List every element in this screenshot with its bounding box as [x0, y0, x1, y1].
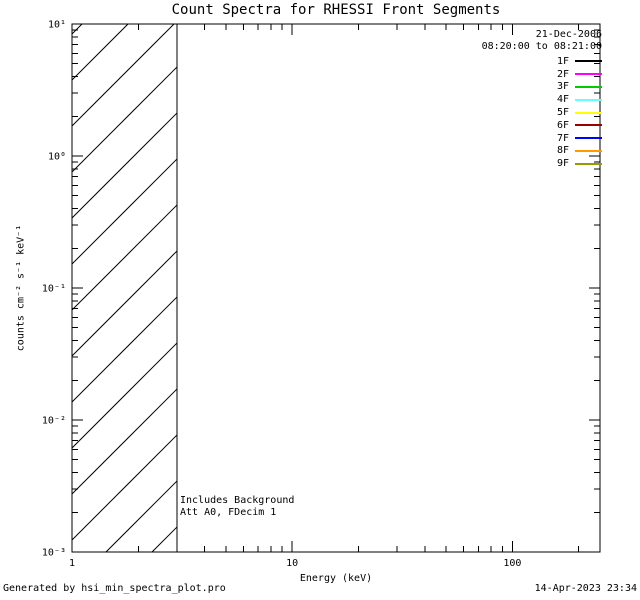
legend-entry-5f: 5F	[482, 106, 602, 119]
x-tick-label: 100	[503, 558, 521, 569]
hatch-line	[151, 526, 178, 553]
annotation-attenuator-state: Att A0, FDecim 1	[180, 507, 277, 518]
legend-series-label: 2F	[556, 68, 569, 80]
y-tick-label: 10⁻³	[42, 548, 66, 559]
legend-entry-4f: 4F	[482, 93, 602, 106]
hatch-line	[71, 204, 178, 311]
legend-series-label: 7F	[556, 132, 569, 144]
hatch-line	[71, 112, 178, 219]
legend-series-label: 4F	[556, 94, 569, 106]
legend-color-line	[575, 60, 602, 63]
legend-color-line	[575, 124, 602, 127]
hatch-line	[71, 23, 129, 81]
legend-series-label: 6F	[556, 119, 569, 131]
y-tick-label: 10¹	[48, 20, 66, 31]
legend-entry-2f: 2F	[482, 68, 602, 81]
legend-series-label: 3F	[556, 81, 569, 93]
legend-color-line	[575, 149, 602, 152]
hatch-line	[71, 342, 178, 449]
legend-color-line	[575, 73, 602, 76]
hatch-line	[71, 23, 83, 35]
legend-color-line	[575, 137, 602, 140]
legend-series-label: 5F	[556, 107, 569, 119]
render-timestamp: 14-Apr-2023 23:34	[534, 583, 637, 594]
x-tick-label: 10	[286, 558, 298, 569]
x-tick-label: 1	[69, 558, 75, 569]
legend-color-line	[575, 162, 602, 165]
legend-entry-3f: 3F	[482, 81, 602, 94]
legend-entry-9f: 9F	[482, 157, 602, 170]
plot-annotations: Includes Background Att A0, FDecim 1	[180, 495, 294, 519]
legend-series-label: 8F	[556, 145, 569, 157]
hatch-line	[71, 66, 178, 173]
annotation-includes-background: Includes Background	[180, 495, 295, 506]
hatch-line	[71, 434, 178, 541]
legend-series-label: 1F	[556, 55, 569, 67]
legend-color-line	[575, 111, 602, 114]
hatch-line	[71, 23, 175, 127]
hatch-line	[71, 250, 178, 357]
legend-series-label: 9F	[556, 158, 569, 170]
legend-entry-1f: 1F	[482, 55, 602, 68]
hatch-line	[71, 296, 178, 403]
generator-credit: Generated by hsi_min_spectra_plot.pro	[3, 583, 226, 594]
y-axis-title: counts cm⁻² s⁻¹ keV⁻¹	[15, 224, 27, 352]
legend-color-line	[575, 85, 602, 88]
legend-entries: 1F 2F 3F 4F 5F 6F 7F 8F 9F	[482, 55, 602, 170]
legend-entry-7f: 7F	[482, 132, 602, 145]
y-tick-label: 10⁰	[48, 152, 66, 163]
legend: 21-Dec-2006 08:20:00 to 08:21:00 1F 2F 3F 4…	[482, 29, 602, 170]
hatch-line	[71, 388, 178, 495]
chart-title: Count Spectra for RHESSI Front Segments	[171, 2, 501, 18]
y-tick-label: 10⁻²	[42, 416, 66, 427]
legend-entry-8f: 8F	[482, 145, 602, 158]
legend-date: 21-Dec-2006	[535, 29, 602, 40]
hatch-line	[71, 158, 178, 265]
x-axis-title: Energy (keV)	[299, 573, 373, 584]
legend-time-range: 08:20:00 to 08:21:00	[481, 41, 602, 52]
hatch-line	[105, 480, 178, 553]
y-tick-label: 10⁻¹	[42, 284, 66, 295]
legend-entry-6f: 6F	[482, 119, 602, 132]
legend-color-line	[575, 98, 602, 101]
